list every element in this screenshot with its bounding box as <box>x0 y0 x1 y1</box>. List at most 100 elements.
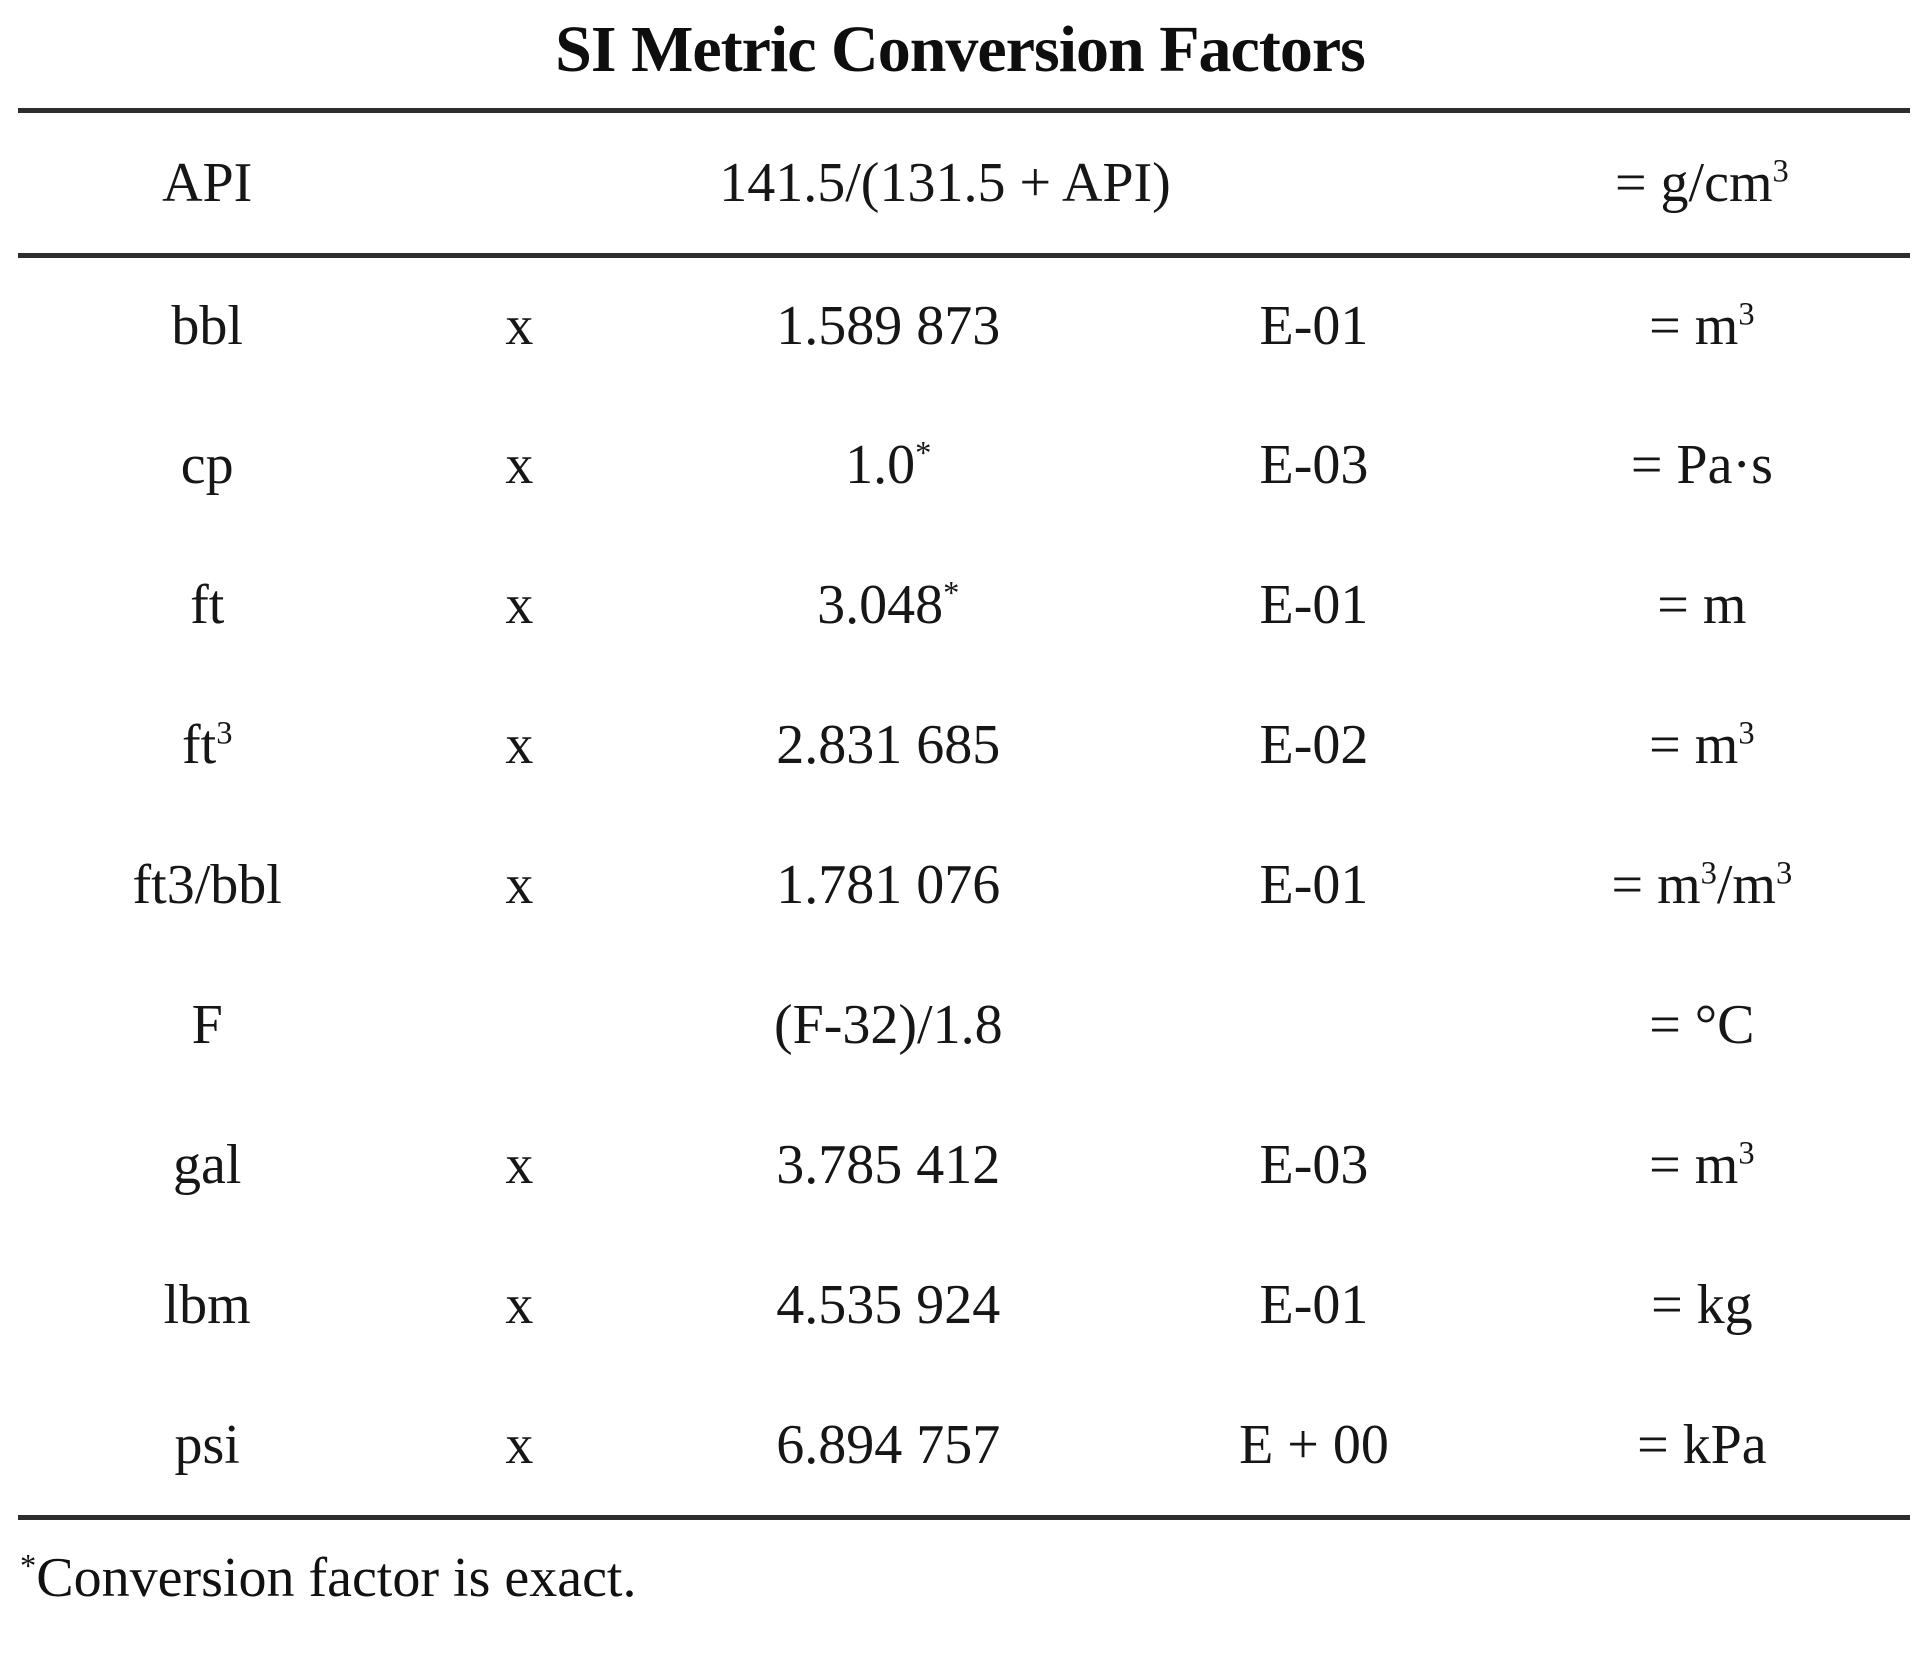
result-cell: = m <box>1494 535 1910 675</box>
result-cell: = m3/m3 <box>1494 815 1910 955</box>
factor-cell: 1.0* <box>642 395 1134 535</box>
factor-sup: * <box>915 435 932 472</box>
exponent-cell: E + 00 <box>1239 1414 1389 1476</box>
result-cell: = m3 <box>1494 675 1910 815</box>
result-sup-2: 3 <box>1775 855 1793 892</box>
page-title: SI Metric Conversion Factors <box>555 13 1366 86</box>
footnote: *Conversion factor is exact. <box>20 1546 1920 1610</box>
result-cell: = kg <box>1494 1235 1910 1375</box>
header-result-text: = g/cm <box>1614 151 1773 214</box>
unit-text: ft <box>181 714 217 776</box>
unit-cell: ft3 <box>18 675 396 815</box>
factor-text: (F-32)/1.8 <box>773 994 1003 1056</box>
unit-sup: 3 <box>216 715 233 752</box>
unit-cell: lbm <box>18 1235 396 1375</box>
result-sup: 3 <box>1700 855 1717 892</box>
table-row: gal x 3.785 412 E-03 = m3 <box>18 1095 1910 1235</box>
result-cell: = m3 <box>1494 1095 1910 1235</box>
result-sup: 3 <box>1738 296 1755 333</box>
table-row: psi x 6.894 757 E + 00 = kPa <box>18 1375 1910 1515</box>
factor-cell: 3.785 412 <box>642 1095 1134 1235</box>
table-row: cp x 1.0* E-03 = Pa·s <box>18 395 1910 535</box>
result-sup: 3 <box>1738 1135 1755 1172</box>
result-cell: = °C <box>1494 955 1910 1095</box>
factor-cell: 2.831 685 <box>642 675 1134 815</box>
factor-text: 2.831 685 <box>776 714 1001 776</box>
multiply-cell: x <box>505 434 534 496</box>
factor-cell: 3.048* <box>642 535 1134 675</box>
exponent-cell: E-01 <box>1259 295 1369 358</box>
factor-cell: (F-32)/1.8 <box>642 955 1134 1095</box>
conversion-table: API 141.5/(131.5 + API) = g/cm3 bbl x 1.… <box>18 113 1910 1515</box>
result-cell: = m3 <box>1494 255 1910 395</box>
result-text: = m <box>1649 1134 1739 1196</box>
result-text: = Pa·s <box>1630 434 1773 496</box>
table-row: bbl x 1.589 873 E-01 = m3 <box>18 255 1910 395</box>
result-sup: 3 <box>1738 715 1755 752</box>
header-unit-cell: API <box>18 113 397 258</box>
multiply-cell: x <box>505 574 534 636</box>
factor-sup: * <box>943 575 960 612</box>
header-result-sup: 3 <box>1772 153 1789 190</box>
multiply-cell: x <box>505 1414 534 1476</box>
factor-text: 1.0 <box>845 434 916 496</box>
multiply-cell: x <box>505 1274 534 1336</box>
footnote-marker: * <box>20 1548 37 1585</box>
result-text: = m <box>1657 574 1747 636</box>
factor-text: 3.048 <box>817 574 944 636</box>
result-cell: = kPa <box>1494 1375 1910 1515</box>
result-text-2: /m <box>1716 854 1776 916</box>
result-text: = m <box>1649 295 1739 358</box>
unit-cell: ft <box>18 535 396 675</box>
table-row: ft3/bbl x 1.781 076 E-01 = m3/m3 <box>18 815 1910 955</box>
footnote-text: Conversion factor is exact. <box>36 1547 637 1609</box>
unit-text: psi <box>174 1414 240 1476</box>
unit-cell: gal <box>18 1095 396 1235</box>
unit-cell: bbl <box>18 255 396 395</box>
exponent-cell: E-01 <box>1259 574 1369 636</box>
header-row: API 141.5/(131.5 + API) = g/cm3 <box>18 113 1910 258</box>
exponent-cell: E-03 <box>1259 1134 1369 1196</box>
unit-text: lbm <box>163 1274 251 1336</box>
bottom-rule <box>18 1515 1910 1520</box>
unit-cell: cp <box>18 395 396 535</box>
multiply-cell: x <box>505 714 534 776</box>
table-row: ft3 x 2.831 685 E-02 = m3 <box>18 675 1910 815</box>
unit-cell: F <box>18 955 396 1095</box>
multiply-cell: x <box>505 295 534 358</box>
result-cell: = Pa·s <box>1494 395 1910 535</box>
factor-text: 6.894 757 <box>776 1414 1001 1476</box>
factor-text: 1.781 076 <box>776 854 1001 916</box>
factor-cell: 1.781 076 <box>642 815 1134 955</box>
factor-text: 4.535 924 <box>776 1274 1001 1336</box>
result-text: = kPa <box>1637 1414 1767 1476</box>
header-formula-cell: 141.5/(131.5 + API) <box>396 113 1494 258</box>
table-row: F (F-32)/1.8 = °C <box>18 955 1910 1095</box>
factor-text: 1.589 873 <box>776 295 1001 358</box>
header-result-cell: = g/cm3 <box>1493 113 1910 258</box>
exponent-cell: E-03 <box>1259 434 1369 496</box>
exponent-cell: E-01 <box>1259 854 1369 916</box>
top-rule <box>18 108 1910 113</box>
unit-cell: ft3/bbl <box>18 815 396 955</box>
unit-cell: psi <box>18 1375 396 1515</box>
table-row: ft x 3.048* E-01 = m <box>18 535 1910 675</box>
result-text: = kg <box>1651 1274 1753 1336</box>
multiply-cell <box>396 955 642 1095</box>
exponent-cell: E-02 <box>1259 714 1369 776</box>
unit-text: bbl <box>171 295 243 358</box>
result-text: = m <box>1611 854 1701 916</box>
multiply-cell: x <box>505 854 534 916</box>
factor-text: 3.785 412 <box>776 1134 1001 1196</box>
multiply-cell: x <box>505 1134 534 1196</box>
unit-text: gal <box>172 1134 242 1196</box>
factor-cell: 6.894 757 <box>642 1375 1134 1515</box>
unit-text: ft3/bbl <box>132 854 282 916</box>
factor-cell: 4.535 924 <box>642 1235 1134 1375</box>
result-text: = °C <box>1649 994 1755 1056</box>
table-row: lbm x 4.535 924 E-01 = kg <box>18 1235 1910 1375</box>
unit-text: cp <box>180 434 234 496</box>
factor-cell: 1.589 873 <box>642 255 1134 395</box>
exponent-cell <box>1134 955 1493 1095</box>
